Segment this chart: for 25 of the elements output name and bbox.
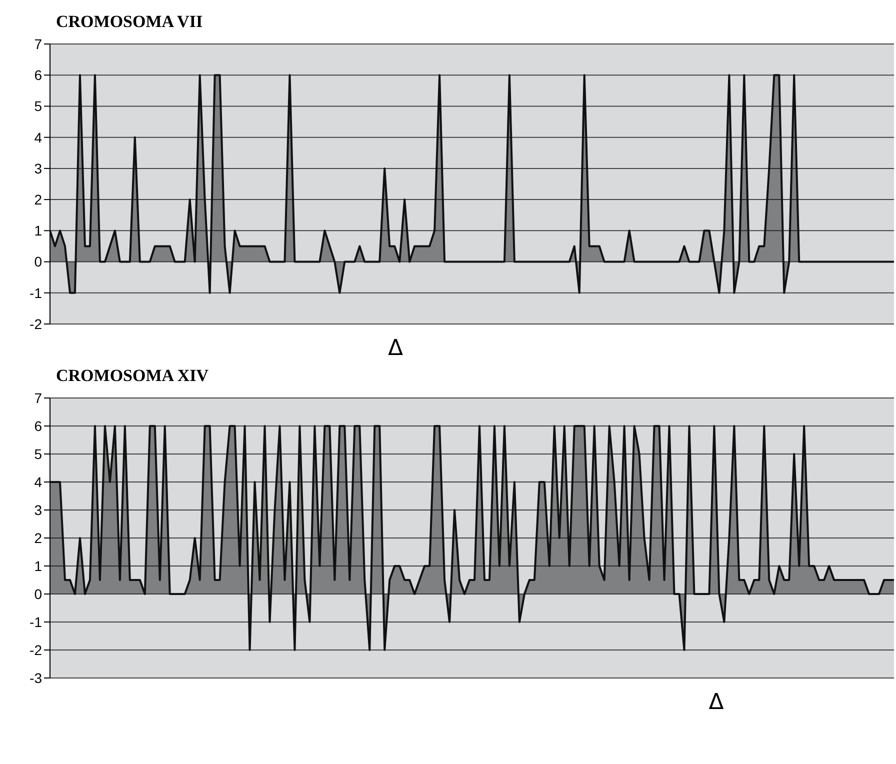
y-tick-label: 1 [34, 222, 42, 239]
y-tick-label: 2 [34, 530, 42, 546]
y-tick-label: 3 [34, 160, 42, 176]
text: Δ [708, 690, 724, 715]
text: Δ [388, 336, 404, 361]
y-tick-label: 4 [34, 129, 42, 146]
y-tick-label: -1 [30, 614, 42, 630]
y-tick-label: 7 [34, 36, 42, 52]
y-tick-label: 2 [34, 192, 42, 208]
y-tick-label: -2 [30, 316, 42, 332]
y-tick-label: 0 [34, 586, 42, 602]
chart-title: CROMOSOMA VII [55, 11, 204, 33]
y-tick-label: 0 [34, 254, 42, 270]
y-tick-label: 5 [34, 446, 42, 462]
chart-title: CROMOSOMA XIV [55, 365, 210, 387]
y-tick-label: 6 [34, 418, 42, 434]
y-tick-label: 4 [34, 474, 42, 490]
y-tick-label: 6 [34, 67, 42, 84]
y-tick-label: -2 [30, 642, 42, 658]
y-tick-label: -1 [30, 284, 42, 301]
y-tick-label: 1 [34, 558, 42, 574]
y-tick-label: 5 [34, 98, 42, 114]
y-tick-label: 3 [34, 502, 42, 518]
y-tick-label: -3 [30, 670, 42, 686]
y-tick-label: 7 [34, 390, 42, 406]
